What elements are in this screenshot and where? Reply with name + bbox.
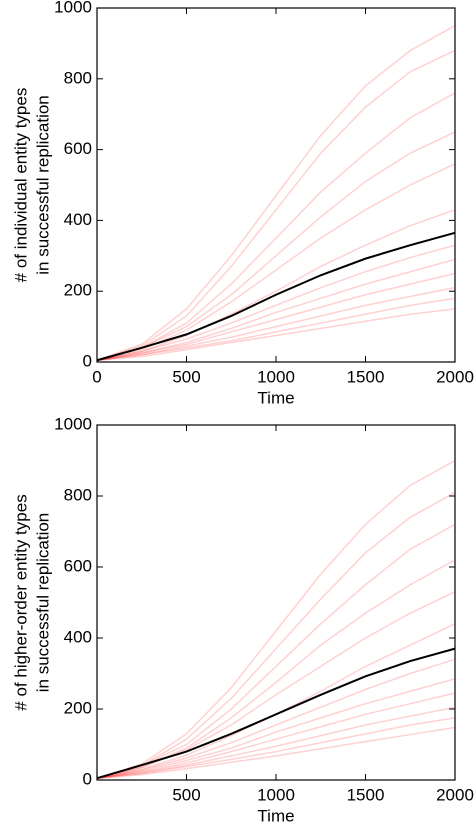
run-line <box>96 131 456 361</box>
run-line <box>96 272 456 361</box>
run-line <box>96 692 456 779</box>
x-axis-label: Time <box>257 388 294 407</box>
y-tick-label: 400 <box>64 627 92 646</box>
y-tick-label: 200 <box>64 281 92 300</box>
x-tick-label: 1500 <box>347 785 385 804</box>
run-line <box>96 258 456 361</box>
y-tick-label: 800 <box>64 68 92 87</box>
y-tick-label: 800 <box>64 485 92 504</box>
run-line <box>96 591 456 779</box>
run-line <box>96 726 456 779</box>
y-axis-label: in successful replication <box>33 513 52 693</box>
run-line <box>96 163 456 361</box>
mean-line <box>96 231 456 362</box>
x-tick-label: 2000 <box>436 785 474 804</box>
x-tick-label: 1000 <box>257 785 295 804</box>
run-line <box>96 623 456 779</box>
y-tick-label: 400 <box>64 210 92 229</box>
x-axis-label: Time <box>257 806 294 825</box>
run-line <box>96 459 456 779</box>
y-tick-label: 1000 <box>54 414 92 433</box>
run-line <box>96 49 456 361</box>
y-tick-label: 200 <box>64 698 92 717</box>
x-tick-label: 500 <box>172 785 200 804</box>
y-axis-label: in successful replication <box>33 95 52 275</box>
y-tick-label: 1000 <box>54 0 92 16</box>
x-tick-label: 500 <box>172 367 200 386</box>
run-line <box>96 244 456 361</box>
y-tick-label: 0 <box>83 769 92 788</box>
run-line <box>96 25 456 361</box>
x-tick-label: 0 <box>92 367 101 386</box>
x-tick-label: 1000 <box>257 367 295 386</box>
mean-line <box>96 647 456 780</box>
run-line <box>96 92 456 361</box>
y-axis-label: # of individual entity types <box>11 88 30 283</box>
run-line <box>96 678 456 779</box>
y-tick-label: 600 <box>64 556 92 575</box>
y-tick-label: 0 <box>83 351 92 370</box>
run-line <box>96 658 456 779</box>
run-line <box>96 308 456 361</box>
run-line <box>96 286 456 361</box>
plot-frame <box>96 7 456 363</box>
run-line <box>96 209 456 361</box>
run-line <box>96 559 456 779</box>
y-tick-label: 600 <box>64 139 92 158</box>
x-tick-label: 2000 <box>436 367 474 386</box>
run-line <box>96 297 456 361</box>
run-line <box>96 523 456 779</box>
run-line <box>96 706 456 779</box>
x-tick-label: 1500 <box>347 367 385 386</box>
y-axis-label: # of higher-order entity types <box>11 494 30 710</box>
run-line <box>96 717 456 779</box>
run-line <box>96 491 456 779</box>
